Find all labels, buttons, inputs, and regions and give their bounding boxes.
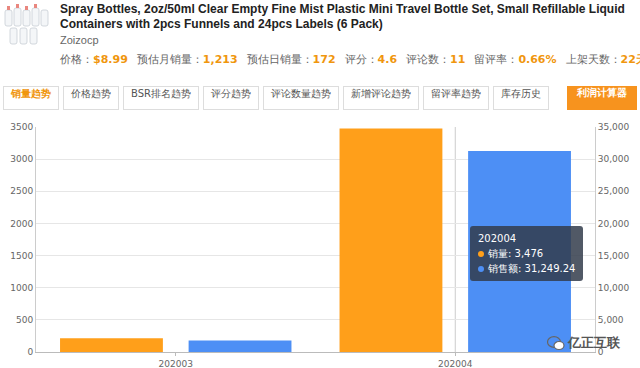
html-text:价格趋势: 价格趋势: [71, 88, 111, 99]
html-text:评论数量趋势: 评论数量趋势: [271, 88, 331, 99]
html-text:上架天数：: 上架天数：: [565, 53, 621, 66]
html-text:留评率趋势: 留评率趋势: [431, 88, 481, 99]
html-text:销量趋势: 销量趋势: [11, 88, 51, 99]
html-text:评分：4.6: 评分：4.6: [344, 53, 398, 66]
svg-text:3500: 3500: [10, 122, 33, 132]
svg-text:20,000: 20,000: [598, 219, 630, 229]
svg-text:2000: 2000: [10, 219, 33, 229]
html-text:Zoizocp: Zoizocp: [60, 34, 99, 46]
svg-text:2500: 2500: [10, 186, 33, 196]
html-text:销售额: 31,249.24: 销售额: 31,249.24: [488, 263, 576, 274]
html-text:评论数：11: 评论数：11: [406, 53, 466, 66]
html-text:亿正互联: 亿正互联: [568, 335, 620, 350]
html-text:评分趋势: 评分趋势: [211, 88, 251, 99]
svg-text:1500: 1500: [10, 251, 33, 261]
svg-text:0: 0: [597, 347, 604, 358]
html-text:销量: 3,476: 销量: 3,476: [488, 248, 544, 259]
svg-text:15,000: 15,000: [598, 251, 630, 261]
svg-text:202004: 202004: [438, 359, 473, 368]
svg-text:30,000: 30,000: [598, 154, 630, 164]
svg-text:5,000: 5,000: [598, 315, 624, 325]
html-text:价格：$8.99: 价格：$8.99: [60, 53, 128, 66]
html-text:Spray Bottles, 2oz/50ml Clear: Spray Bottles, 2oz/50ml Clear Empty Fine…: [60, 2, 625, 31]
html-text:预估月销量：1,213: 预估月销量：1,213: [136, 53, 238, 66]
svg-text:0: 0: [27, 347, 33, 357]
svg-text:25,000: 25,000: [598, 186, 630, 196]
html-text:202004: 202004: [478, 233, 517, 244]
html-text:利润计算器: 利润计算器: [577, 87, 627, 98]
svg-text:1000: 1000: [10, 283, 33, 293]
svg-text:202003: 202003: [159, 359, 193, 368]
html-text:库存历史: 库存历史: [501, 88, 541, 99]
html-text:新增评论趋势: 新增评论趋势: [351, 88, 411, 99]
html-text:BSR排名趋势: BSR排名趋势: [131, 88, 191, 99]
svg-text:35,000: 35,000: [598, 122, 630, 132]
html-text:留评率：0.66%: 留评率：0.66%: [474, 53, 557, 66]
svg-text:10,000: 10,000: [598, 283, 630, 293]
html-text:预估日销量：172: 预估日销量：172: [246, 53, 336, 66]
svg-text:3000: 3000: [10, 154, 33, 164]
svg-text:500: 500: [16, 315, 33, 325]
